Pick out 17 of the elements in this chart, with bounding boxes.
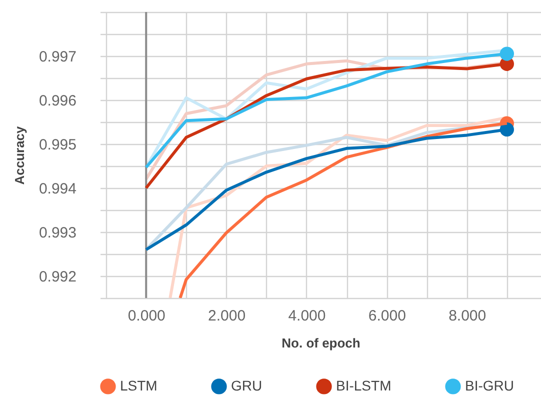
y-tick-label: 0.995 [38, 136, 76, 154]
legend-label: GRU [231, 377, 262, 394]
x-tick-label: 4.000 [288, 308, 326, 324]
y-tick-label: 0.993 [38, 224, 76, 242]
y-tick-label: 0.996 [38, 92, 76, 110]
legend-label: BI-GRU [465, 377, 514, 394]
x-tick-label: 8.000 [448, 308, 486, 324]
legend-label: LSTM [120, 377, 158, 394]
y-tick-label: 0.994 [38, 180, 76, 198]
x-axis-title: No. of epoch [282, 336, 360, 350]
y-tick-label: 0.992 [38, 268, 76, 286]
y-tick-label: 0.997 [38, 48, 76, 66]
x-tick-label: 0.000 [128, 308, 166, 324]
x-tick-label: 6.000 [368, 308, 406, 324]
x-tick-label: 2.000 [208, 308, 246, 324]
y-axis-title: Accuracy [12, 125, 27, 185]
legend-label: BI-LSTM [336, 377, 392, 394]
